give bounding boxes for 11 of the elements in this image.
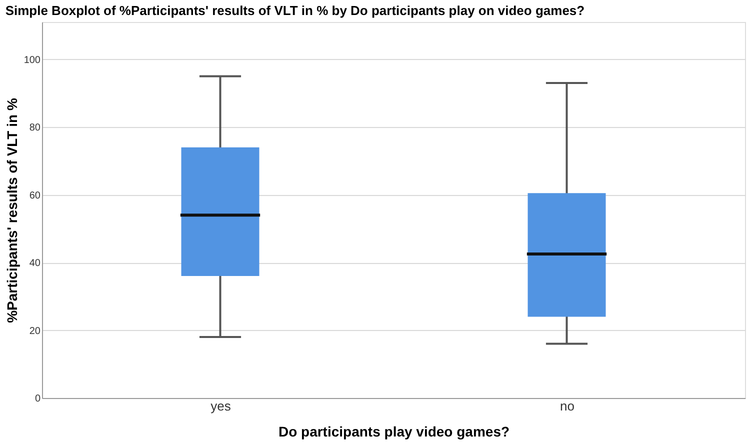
y-tick-label: 40 bbox=[29, 258, 41, 270]
y-tick-label: 100 bbox=[24, 54, 41, 66]
y-axis-title: %Participants' results of VLT in % bbox=[4, 98, 20, 323]
chart-title: Simple Boxplot of %Participants' results of VLT in % by Do participants play on video games? bbox=[5, 3, 585, 18]
y-tick-label: 60 bbox=[29, 190, 41, 202]
x-axis-title: Do participants play video games? bbox=[278, 424, 510, 440]
y-tick-label: 80 bbox=[29, 122, 41, 134]
x-tick-label: yes bbox=[210, 398, 232, 414]
x-tick-label: no bbox=[560, 398, 574, 414]
y-tick-label: 20 bbox=[29, 326, 41, 337]
y-tick-label: 0 bbox=[34, 394, 41, 404]
